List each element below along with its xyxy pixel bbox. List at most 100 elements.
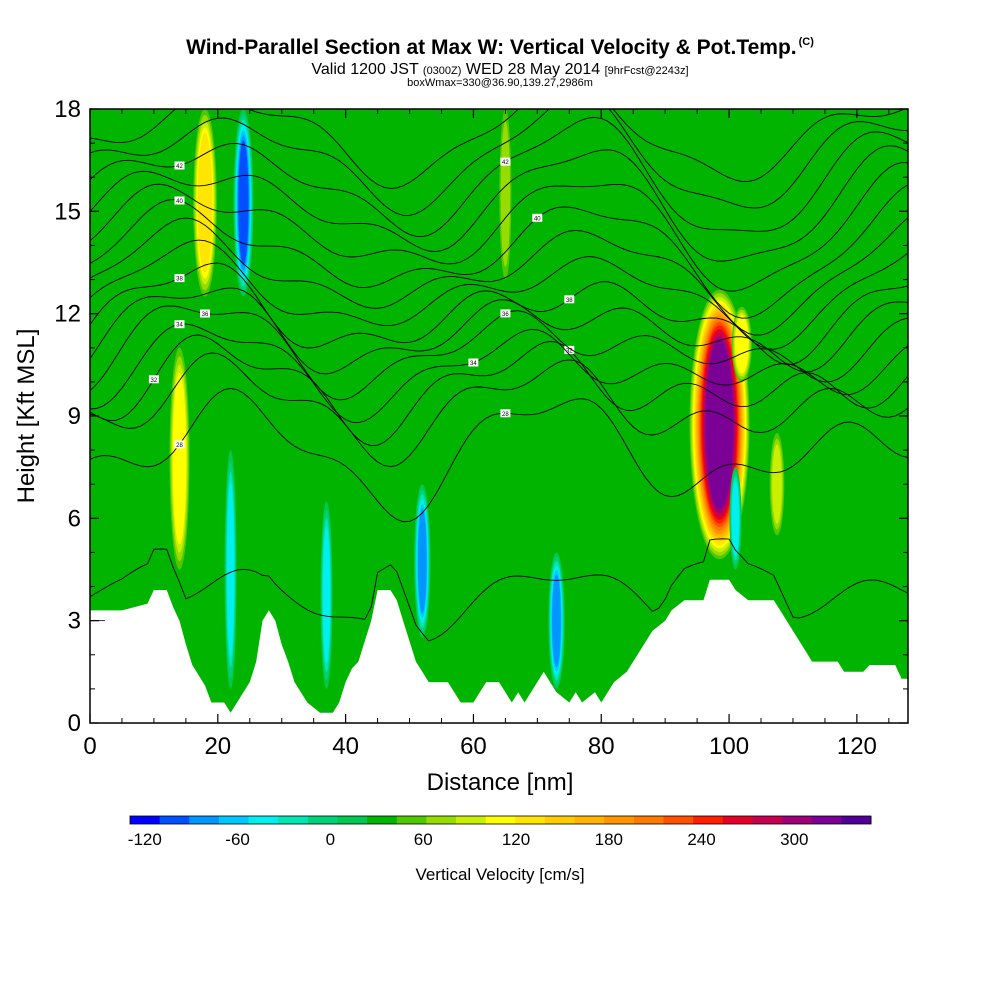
theta-contour-line [90,217,908,336]
velocity-cell [193,109,217,297]
colorbar-swatch [811,816,842,824]
x-tick-label: 60 [460,733,487,760]
colorbar-swatch [337,816,368,824]
chart-title: Wind-Parallel Section at Max W: Vertical… [0,36,1000,60]
theta-contour-line [90,352,908,468]
contour-label-bg [200,309,210,318]
velocity-cell [224,450,237,689]
colorbar-swatch [248,816,279,824]
colorbar-swatch [485,816,516,824]
velocity-contour-band [174,389,185,528]
x-tick-label: 120 [837,733,877,760]
velocity-cell [499,109,512,280]
colorbar-tick-label: -120 [128,830,162,849]
theta-contour-line [90,162,908,292]
velocity-contour-band [239,145,248,260]
contour-label: 42 [502,160,509,166]
colorbar-tick-label: 60 [414,830,433,849]
theta-contour-line [90,184,908,319]
contour-label-bg [174,161,185,170]
colorbar-swatch [841,816,872,824]
theta-contour-line [90,116,908,238]
y-tick-label: 6 [68,505,81,532]
velocity-contour-band [707,346,732,503]
y-tick-label: 12 [54,301,81,328]
theta-contour-line [90,109,908,216]
theta-contour-line [90,323,908,424]
theta-contour-line [90,538,908,642]
velocity-cell [233,109,254,297]
colorbar-swatch [574,816,605,824]
colorbar-tick-label: -60 [225,830,250,849]
x-axis-label: Distance [nm] [427,769,574,796]
contour-label-bg [500,409,511,418]
theta-contour-line [90,239,908,350]
colorbar-swatch [396,816,427,824]
colorbar-swatch [307,816,338,824]
contour-label: 34 [470,361,477,367]
contour-label-bg [500,157,511,166]
contour-label-bg [174,320,185,329]
contour-label: 38 [176,277,183,283]
x-tick-label: 20 [204,733,231,760]
contour-label-bg [174,196,185,205]
colorbar-tick-label: 120 [502,830,530,849]
colorbar-swatch [278,816,309,824]
copyright-mark: (C) [798,36,814,48]
theta-contour-line [90,145,908,262]
contour-label: 38 [566,298,573,304]
contour-label-bg [532,213,543,222]
velocity-contour-band [418,513,426,609]
y-tick-label: 3 [68,608,81,635]
contour-label-bg [174,440,185,449]
colorbar-swatch [130,816,161,824]
colorbar-tick-label: 300 [780,830,808,849]
colorbar-tick-label: 0 [326,830,335,849]
chart-title-main: Wind-Parallel Section at Max W: Vertical… [186,36,797,59]
theta-contour-line [90,109,906,189]
x-tick-label: 40 [332,733,359,760]
velocity-contour-band [323,535,330,656]
theta-contours: 28 28 32 32 34 34 36 36 38 38 40 40 42 42 [90,109,908,642]
contour-label-bg [174,274,185,283]
velocity-contour-band [732,485,739,551]
velocity-cell [548,552,565,689]
colorbar-swatch [633,816,665,824]
velocity-contour-band [199,145,211,261]
colorbar-swatch [218,816,250,824]
y-tick-label: 18 [54,96,81,123]
velocity-cell [769,433,785,536]
velocity-cell [414,484,431,638]
contour-label-bg [148,375,159,384]
theta-contour-line [90,305,908,401]
contour-label: 36 [502,312,509,318]
velocity-contour-band [502,134,509,254]
y-tick-label: 0 [68,710,81,737]
colorbar-swatch [782,816,813,824]
theta-contour-line [90,287,908,375]
velocity-contour-band [552,578,561,663]
terrain-surface [90,579,908,723]
y-tick-label: 9 [68,403,81,430]
contour-label: 32 [566,348,573,354]
velocity-cell [320,501,333,689]
contour-label-bg [468,358,479,367]
contour-label: 28 [176,443,183,449]
colorbar-swatch [189,816,220,824]
colorbar-swatch [456,816,487,824]
vertical-velocity-field [169,109,785,689]
colorbar-tick-label: 240 [687,830,715,849]
y-tick-label: 15 [54,198,81,225]
forecast-info: [9hrFcst@2243z] [604,65,689,77]
colorbar-swatch [515,816,546,824]
contour-label-bg [500,309,511,318]
colorbar-swatch [159,816,190,824]
contour-label: 40 [176,199,183,205]
box-info: boxWmax=330@36.90,139.27,2986m [407,77,593,89]
contour-label: 34 [176,323,183,329]
colorbar-swatch [752,816,783,824]
x-tick-label: 100 [709,733,749,760]
contour-label: 36 [202,312,209,318]
